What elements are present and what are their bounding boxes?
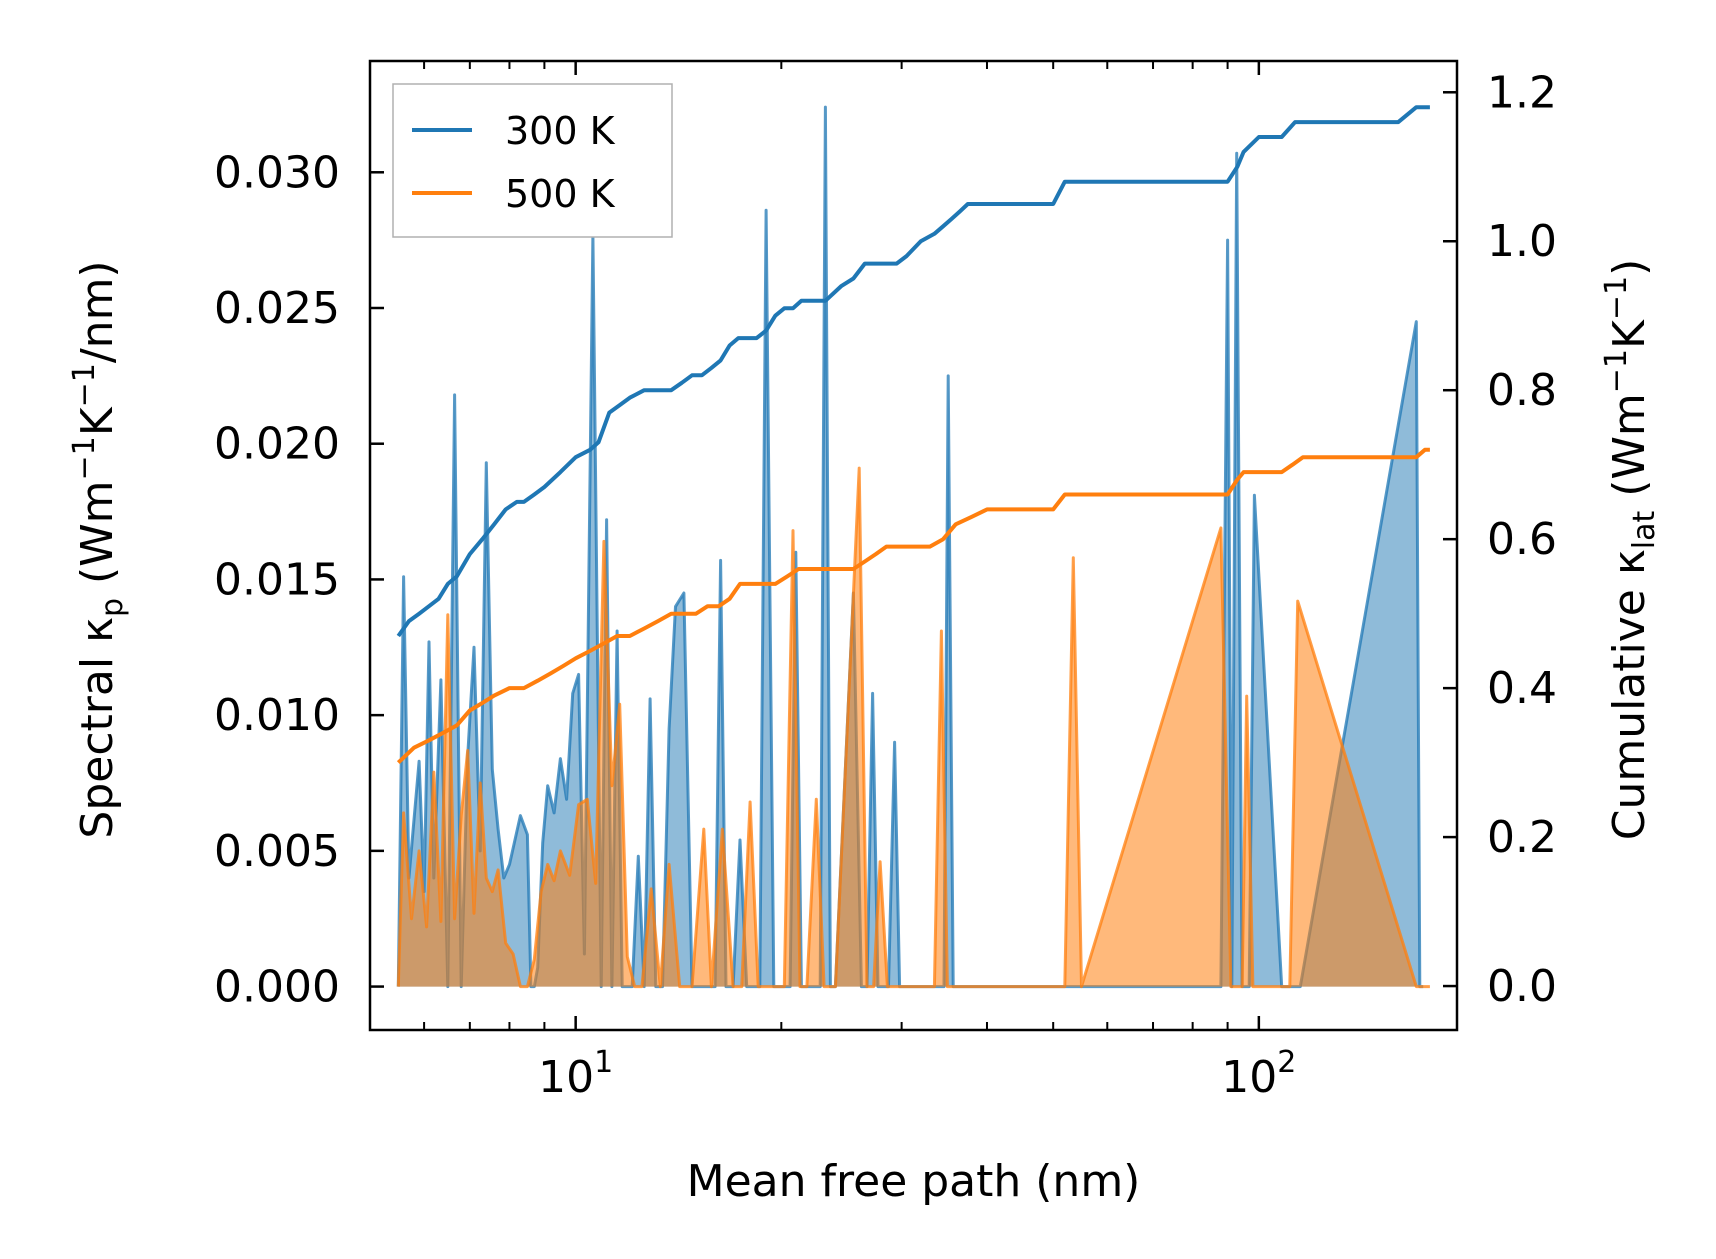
y-left-tick-label: 0.005 [214,826,340,877]
x-tick-label: 102 [1221,1045,1296,1103]
y-left-axis-title-text: Spectral κp (Wm−1K−1/nm) [67,260,130,838]
y-left-axis-title-part: (Wm [72,480,123,598]
y-left-axis-title-part: p [95,598,130,617]
x-tick-label-base: 10 [1221,1052,1277,1103]
labels-layer: 101 1020.0000.0050.0100.0150.0200.0250.03… [67,67,1662,1207]
y-left-axis-title: Spectral κp (Wm−1K−1/nm) [67,260,130,838]
y-right-tick-label: 1.2 [1487,67,1557,118]
cumulative-line-300k [396,105,1430,638]
spectral-area-500k [398,468,1430,987]
plot-frame [368,59,1459,1032]
legend-label-300k: 300 K [505,109,616,153]
y-left-axis-title-part: Spectral κ [72,617,123,839]
y-left-axis-title-part: −1 [67,436,102,480]
y-right-axis-title-text: Cumulative κlat (Wm−1K−1) [1599,259,1662,841]
x-tick-label: 101 [538,1045,613,1103]
y-right-tick-label: 0.6 [1487,514,1557,565]
y-left-tick-label: 0.020 [214,419,340,470]
y-left-axis-title-part: K [72,406,123,436]
y-left-tick-label: 0.010 [214,690,340,741]
y-right-axis-title-part: lat [1627,511,1662,550]
y-right-tick-label: 1.0 [1487,216,1557,267]
y-right-tick-label: 0.2 [1487,812,1557,863]
y-left-tick-label: 0.015 [214,554,340,605]
y-right-axis-title-part: K [1604,319,1655,349]
spectral-fill-layer [396,105,1430,989]
x-tick-label-exponent: 1 [594,1045,613,1080]
y-left-axis-title-part: /nm) [72,260,123,363]
y-right-axis-title-part: −1 [1599,349,1634,393]
y-left-tick-label: 0.030 [214,147,340,198]
y-right-tick-label: 0.0 [1487,961,1557,1012]
y-right-axis-title-part: ) [1604,259,1655,276]
x-axis-title: Mean free path (nm) [687,1156,1141,1207]
y-right-axis-title-part: Cumulative κ [1604,549,1655,840]
spectral-line-500k [396,466,1430,989]
legend-box [392,83,673,238]
y-left-tick-label: 0.000 [214,962,340,1013]
legend-label-500k: 500 K [505,172,616,216]
legend: 300 K 500 K [392,83,673,238]
y-right-tick-label: 0.4 [1487,663,1557,714]
y-right-tick-label: 0.8 [1487,365,1557,416]
y-left-tick-label: 0.025 [214,283,340,334]
y-right-axis-title-part: −1 [1599,276,1634,320]
x-tick-label-exponent: 2 [1277,1045,1296,1080]
y-right-axis-title-part: (Wm [1604,393,1655,511]
axes-layer [368,59,1459,1032]
x-tick-label-base: 10 [538,1052,594,1103]
y-left-axis-title-part: −1 [67,363,102,407]
y-right-axis-title: Cumulative κlat (Wm−1K−1) [1599,259,1662,841]
data-lines-layer [396,105,1430,765]
cumulative-line-500k [396,447,1430,765]
